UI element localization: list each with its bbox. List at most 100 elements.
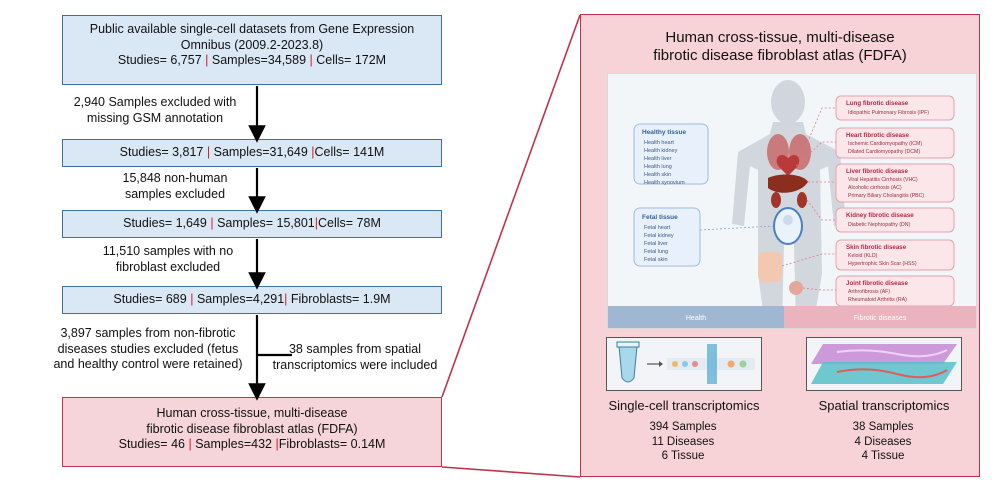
st-tissue: 4 Tissue — [861, 450, 905, 462]
lung-disease-box: Lung fibrotic disease Idiopathic Pulmona… — [835, 95, 955, 121]
box2-samples: Samples=31,649 — [213, 145, 308, 159]
svg-text:Dilated Cardiomyopathy (DCM): Dilated Cardiomyopathy (DCM) — [848, 149, 920, 155]
svg-text:Skin fibrotic disease: Skin fibrotic disease — [846, 244, 907, 251]
fdfa-line1: Human cross-tissue, multi-disease — [156, 406, 348, 420]
fetal-item: Fetal heart — [644, 225, 671, 231]
heart-disease-box: Heart fibrotic disease Ischemic Cardiomy… — [835, 127, 955, 159]
svg-text:Keloid (KLD): Keloid (KLD) — [848, 253, 878, 259]
sc-tissue: 6 Tissue — [661, 450, 705, 462]
svg-text:Arthrofibrosis (AF): Arthrofibrosis (AF) — [848, 289, 890, 295]
box3-studies: Studies= 1,649 — [123, 216, 207, 230]
healthy-item: Health liver — [644, 156, 672, 162]
exclusion-note-1: 2,940 Samples excluded with missing GSM … — [73, 95, 237, 125]
single-cell-icon — [606, 337, 762, 391]
skin-disease-box: Skin fibrotic disease Keloid (KLD) Hyper… — [835, 239, 955, 271]
kidney-icon — [771, 192, 807, 208]
svg-text:Viral Hepatitis Cirrhosis (VHC: Viral Hepatitis Cirrhosis (VHC) — [848, 177, 918, 183]
fdfa-fibroblasts: Fibroblasts= 0.14M — [278, 437, 386, 451]
fetal-tissue-box: Fetal tissue Fetal heart Fetal kidney Fe… — [633, 207, 701, 267]
exclusion-note-4: 3,897 samples from non-fibrotic diseases… — [53, 326, 243, 371]
fetal-item: Fetal liver — [644, 241, 668, 247]
svg-text:Alcoholic cirrhosis (AC): Alcoholic cirrhosis (AC) — [848, 185, 902, 191]
svg-text:Rheumatoid Arthritis (RA): Rheumatoid Arthritis (RA) — [848, 297, 907, 303]
atlas-svg: Healthy tissue Health heart Health kidne… — [608, 80, 976, 328]
source-line1: Public available single-cell datasets fr… — [89, 22, 415, 36]
st-diseases: 4 Diseases — [854, 435, 912, 448]
healthy-item: Health heart — [644, 140, 674, 146]
separator: | — [188, 437, 192, 451]
filter-box-2: Studies= 3,817 | Samples=31,649 |Cells= … — [62, 139, 442, 167]
source-cells: Cells= 172M — [316, 53, 387, 67]
fdfa-line2: fibrotic disease fibroblast atlas (FDFA) — [146, 421, 358, 436]
atlas-illustration: Healthy tissue Health heart Health kidne… — [607, 73, 977, 329]
healthy-item: Health skin — [644, 172, 671, 178]
healthy-item: Health kidney — [644, 148, 678, 154]
separator: | — [210, 216, 214, 230]
zoom-line-bottom — [441, 466, 581, 478]
st-samples: 38 Samples — [852, 421, 914, 433]
svg-text:Kidney fibrotic disease: Kidney fibrotic disease — [846, 212, 914, 219]
healthy-title: Healthy tissue — [642, 129, 686, 136]
single-cell-stats: 394 Samples 11 Diseases 6 Tissue — [606, 420, 760, 464]
human-body-icon — [732, 80, 846, 326]
separator: | — [284, 292, 288, 306]
panel-title: Human cross-tissue, multi-disease fibrot… — [653, 29, 907, 64]
fetal-item: Fetal skin — [644, 257, 668, 263]
separator: | — [190, 292, 194, 306]
svg-text:Diabetic Nephropathy (DN): Diabetic Nephropathy (DN) — [848, 222, 911, 228]
separator: | — [314, 216, 318, 230]
svg-text:Heart fibrotic disease: Heart fibrotic disease — [846, 132, 909, 139]
fdfa-samples: Samples=432 — [195, 437, 272, 451]
separator: | — [275, 437, 279, 451]
svg-text:Primary Biliary Cholangitis (P: Primary Biliary Cholangitis (PBC) — [848, 193, 924, 199]
joint-disease-box: Joint fibrotic disease Arthrofibrosis (A… — [835, 275, 955, 307]
healthy-tissue-box: Healthy tissue Health heart Health kidne… — [633, 123, 709, 186]
spatial-icon — [806, 337, 962, 391]
svg-text:Lung fibrotic disease: Lung fibrotic disease — [846, 100, 909, 107]
zoom-line-top — [441, 14, 581, 398]
fdfa-result-box: Human cross-tissue, multi-disease fibrot… — [62, 397, 442, 467]
svg-text:Ischemic Cardiomyopathy (ICM): Ischemic Cardiomyopathy (ICM) — [848, 141, 922, 147]
disease-connectors — [781, 107, 836, 291]
healthy-item: Health lung — [644, 164, 672, 170]
kidney-disease-box: Kidney fibrotic disease Diabetic Nephrop… — [835, 207, 955, 233]
fetal-title: Fetal tissue — [642, 214, 678, 221]
fibrotic-bar-label: Fibrotic diseases — [854, 315, 907, 322]
liver-icon — [768, 174, 808, 193]
separator: | — [205, 53, 209, 67]
spatial-title: Spatial transcriptomics — [818, 398, 950, 413]
filter-box-4: Studies= 689 | Samples=4,291| Fibroblast… — [62, 286, 442, 314]
box3-samples: Samples= 15,801 — [217, 216, 315, 230]
svg-text:Joint fibrotic disease: Joint fibrotic disease — [846, 280, 908, 287]
separator: | — [309, 53, 313, 67]
box4-studies: Studies= 689 — [113, 292, 187, 306]
liver-disease-box: Liver fibrotic disease Viral Hepatitis C… — [835, 163, 955, 203]
exclusion-note-3: 11,510 samples with no fibroblast exclud… — [102, 244, 234, 274]
svg-text:Hypertrophic Skin Scar (HSS): Hypertrophic Skin Scar (HSS) — [848, 261, 917, 267]
fibrotic-bar — [784, 306, 976, 328]
source-datasets-box: Public available single-cell datasets fr… — [62, 15, 442, 85]
fetal-item: Fetal lung — [644, 249, 668, 255]
exclusion-note-2: 15,848 non-human samples excluded — [122, 171, 228, 201]
health-bar-label: Health — [686, 315, 706, 322]
skin-icon — [758, 252, 782, 282]
svg-text:Idiopathic Pulmonary Fibrosis: Idiopathic Pulmonary Fibrosis (IPF) — [848, 110, 929, 116]
source-line2: Omnibus (2009.2-2023.8) — [180, 37, 324, 52]
box4-samples: Samples=4,291 — [196, 292, 285, 306]
single-cell-title: Single-cell transcriptomics — [608, 398, 760, 413]
source-studies: Studies= 6,757 — [117, 53, 202, 67]
inclusion-note: 38 samples from spatial transcriptomics … — [272, 342, 438, 372]
separator: | — [206, 145, 211, 159]
box4-fibroblasts: Fibroblasts= 1.9M — [290, 292, 391, 306]
box2-studies: Studies= 3,817 — [119, 145, 204, 159]
source-samples: Samples=34,589 — [211, 53, 307, 67]
sc-diseases: 11 Diseases — [651, 435, 715, 448]
fetal-item: Fetal kidney — [644, 233, 674, 239]
spatial-stats: 38 Samples 4 Diseases 4 Tissue — [806, 420, 960, 464]
filter-box-3: Studies= 1,649 | Samples= 15,801|Cells= … — [62, 210, 442, 238]
healthy-item: Health synovium — [644, 180, 685, 186]
separator: | — [311, 145, 315, 159]
joint-icon — [789, 281, 803, 295]
fetus-icon — [773, 207, 803, 245]
heart-icon — [776, 155, 800, 176]
